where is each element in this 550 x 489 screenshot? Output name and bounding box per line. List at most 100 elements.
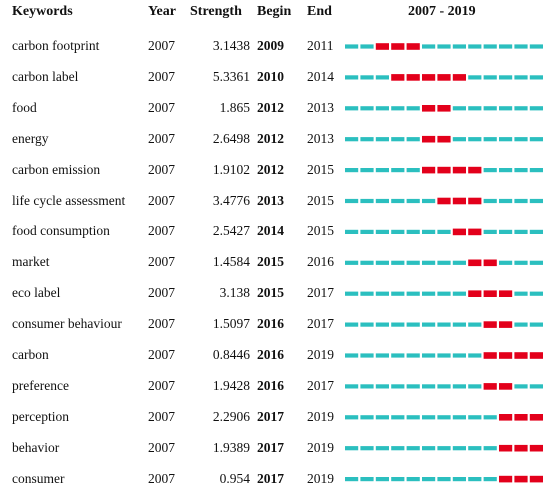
burst-segment: [514, 444, 528, 452]
keyword-cell: perception: [12, 408, 69, 424]
burst-segment: [483, 352, 497, 359]
timeline-segment: [483, 44, 497, 49]
header-year: Year: [148, 4, 176, 19]
header-begin: Begin: [257, 4, 292, 19]
burst-segment: [468, 290, 482, 297]
timeline-segment: [422, 477, 436, 482]
timeline-segment: [345, 322, 359, 327]
burst-segment: [422, 135, 436, 143]
end-cell: 2019: [307, 470, 334, 486]
timeline-segment: [529, 291, 543, 296]
end-cell: 2013: [307, 130, 334, 146]
year-cell: 2007: [148, 408, 175, 424]
strength-cell: 1.9428: [212, 377, 250, 393]
timeline-segment: [468, 75, 482, 80]
strength-cell: 3.4776: [212, 192, 250, 208]
timeline-segment: [452, 446, 466, 451]
burst-segment: [437, 166, 451, 174]
burst-segment: [452, 228, 466, 236]
timeline-segment: [422, 415, 436, 420]
timeline-segment: [483, 229, 497, 234]
timeline-segment: [437, 322, 451, 327]
burst-segment: [483, 290, 497, 297]
year-cell: 2007: [148, 130, 175, 146]
timeline-segment: [375, 106, 389, 111]
timeline-segment: [452, 106, 466, 111]
timeline-segment: [422, 322, 436, 327]
keyword-cell: carbon emission: [12, 161, 101, 177]
timeline-segment: [345, 137, 359, 142]
timeline-segment: [375, 384, 389, 389]
burst-segment: [499, 290, 513, 297]
timeline-segment: [499, 260, 513, 265]
begin-cell: 2017: [257, 470, 284, 486]
keyword-cell: life cycle assessment: [12, 192, 126, 208]
timeline-segment: [360, 229, 374, 234]
timeline-segment: [483, 137, 497, 142]
timeline-segment: [437, 415, 451, 420]
timeline-segment: [345, 229, 359, 234]
burst-segment: [468, 166, 482, 174]
timeline-segment: [391, 353, 405, 358]
begin-cell: 2017: [257, 439, 284, 455]
timeline-segment: [499, 229, 513, 234]
timeline-segment: [452, 44, 466, 49]
timeline-segment: [360, 384, 374, 389]
keyword-cell: eco label: [12, 285, 61, 301]
timeline-segment: [483, 415, 497, 420]
begin-cell: 2015: [257, 285, 284, 301]
timeline-segment: [391, 229, 405, 234]
year-cell: 2007: [148, 254, 175, 270]
burst-segment: [483, 321, 497, 328]
timeline-segment: [514, 260, 528, 265]
year-cell: 2007: [148, 470, 175, 486]
timeline-segment: [345, 260, 359, 265]
timeline-segment: [437, 291, 451, 296]
timeline-segment: [483, 477, 497, 482]
burst-segment: [437, 74, 451, 81]
timeline-segment: [422, 198, 436, 204]
burst-segment: [468, 228, 482, 236]
timeline-segment: [375, 415, 389, 420]
timeline-segment: [452, 477, 466, 482]
timeline-segment: [345, 198, 359, 204]
burst-segment: [499, 321, 513, 328]
end-cell: 2017: [307, 316, 334, 332]
timeline-segment: [468, 106, 482, 111]
burst-segment: [452, 74, 466, 81]
timeline-segment: [375, 477, 389, 482]
keyword-cell: market: [12, 254, 50, 270]
strength-cell: 2.2906: [212, 408, 250, 424]
timeline-segment: [483, 75, 497, 80]
burst-segment: [406, 43, 420, 50]
timeline-segment: [345, 168, 359, 173]
timeline-segment: [514, 291, 528, 296]
timeline-segment: [345, 44, 359, 49]
header-keywords: Keywords: [12, 4, 73, 19]
timeline-segment: [391, 477, 405, 482]
timeline-segment: [422, 291, 436, 296]
timeline-segment: [406, 353, 420, 358]
year-cell: 2007: [148, 377, 175, 393]
strength-cell: 1.4584: [212, 254, 250, 270]
timeline-segment: [452, 260, 466, 265]
timeline-segment: [437, 229, 451, 234]
timeline-segment: [499, 198, 513, 204]
timeline-segment: [360, 260, 374, 265]
burst-segment: [437, 105, 451, 112]
timeline-segment: [499, 168, 513, 173]
begin-cell: 2016: [257, 347, 284, 362]
year-cell: 2007: [148, 161, 175, 177]
strength-cell: 1.865: [219, 99, 250, 115]
timeline-segment: [345, 75, 359, 80]
timeline-segment: [391, 415, 405, 420]
burst-segment: [452, 166, 466, 174]
timeline-segment: [375, 446, 389, 451]
timeline-segment: [529, 137, 543, 142]
timeline-segment: [360, 291, 374, 296]
end-cell: 2019: [307, 408, 334, 424]
burst-segment: [529, 414, 543, 421]
timeline-segment: [391, 137, 405, 142]
burst-segment: [514, 475, 528, 483]
timeline-segment: [452, 291, 466, 296]
